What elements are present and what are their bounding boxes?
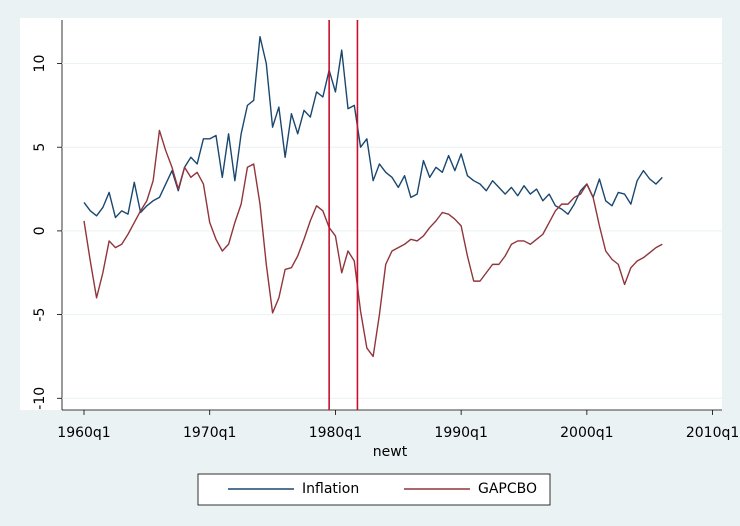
y-tick-label: -10 bbox=[32, 387, 48, 410]
y-tick-label: -5 bbox=[32, 308, 48, 322]
x-axis-label: newt bbox=[373, 444, 408, 460]
y-tick-label: 5 bbox=[32, 143, 48, 152]
x-tick-label: 2000q1 bbox=[560, 425, 613, 441]
plot-region bbox=[20, 18, 722, 410]
y-tick-label: 10 bbox=[32, 55, 48, 73]
legend-label: GAPCBO bbox=[478, 481, 537, 497]
x-tick-label: 1980q1 bbox=[309, 425, 362, 441]
x-tick-label: 2010q1 bbox=[686, 425, 739, 441]
x-tick-label: 1960q1 bbox=[57, 425, 110, 441]
legend-label: Inflation bbox=[302, 481, 359, 497]
y-tick-label: 0 bbox=[32, 226, 48, 235]
x-tick-label: 1970q1 bbox=[183, 425, 236, 441]
x-tick-label: 1990q1 bbox=[434, 425, 487, 441]
series-line bbox=[83, 129, 663, 358]
